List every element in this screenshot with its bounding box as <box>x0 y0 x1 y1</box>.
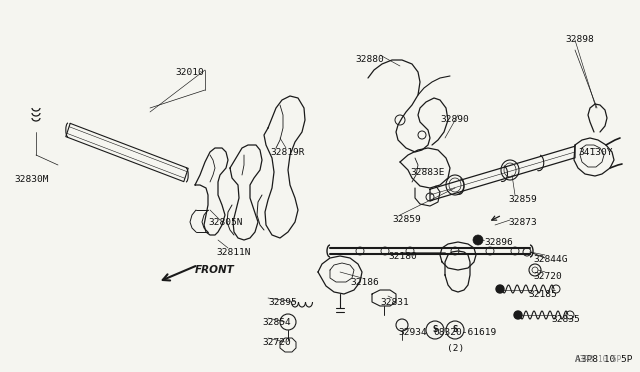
Text: 32830M: 32830M <box>14 175 49 184</box>
Text: 32720: 32720 <box>262 338 291 347</box>
Text: 32895: 32895 <box>268 298 297 307</box>
Text: S: S <box>452 326 458 334</box>
Text: 32819R: 32819R <box>270 148 305 157</box>
Circle shape <box>514 311 522 319</box>
Text: S: S <box>432 326 438 334</box>
Text: 32854: 32854 <box>262 318 291 327</box>
Text: 32859: 32859 <box>392 215 420 224</box>
Text: A3P8 10 5P: A3P8 10 5P <box>575 355 632 364</box>
Text: 32185: 32185 <box>528 290 557 299</box>
Text: 32880: 32880 <box>355 55 384 64</box>
Text: 32831: 32831 <box>380 298 409 307</box>
Text: 32859: 32859 <box>508 195 537 204</box>
Text: 32883E: 32883E <box>410 168 445 177</box>
Circle shape <box>496 285 504 293</box>
Text: 32896: 32896 <box>484 238 513 247</box>
Text: 32873: 32873 <box>508 218 537 227</box>
Text: 32835: 32835 <box>551 315 580 324</box>
Text: 32720: 32720 <box>533 272 562 281</box>
Text: 32805N: 32805N <box>208 218 243 227</box>
Text: 34130Y: 34130Y <box>578 148 612 157</box>
Text: 32890: 32890 <box>440 115 468 124</box>
Text: 32811N: 32811N <box>216 248 250 257</box>
Text: A3P8 10 5P: A3P8 10 5P <box>575 355 621 364</box>
Text: 32844G: 32844G <box>533 255 568 264</box>
Text: (2): (2) <box>447 344 464 353</box>
Text: 32010: 32010 <box>175 68 204 77</box>
Text: FRONT: FRONT <box>195 265 235 275</box>
Text: 32934: 32934 <box>398 328 427 337</box>
Text: 32898: 32898 <box>565 35 594 44</box>
Circle shape <box>473 235 483 245</box>
Text: 32186: 32186 <box>350 278 379 287</box>
Text: 32180: 32180 <box>388 252 417 261</box>
Text: 08320-61619: 08320-61619 <box>433 328 496 337</box>
